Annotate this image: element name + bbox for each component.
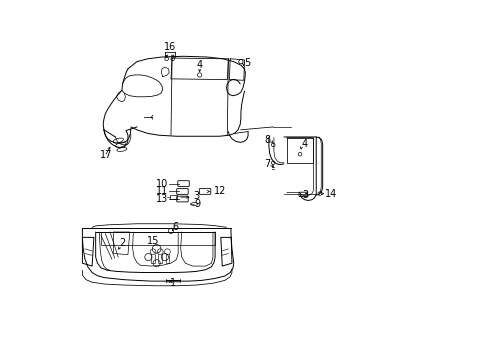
Text: 3: 3 xyxy=(193,191,199,201)
Text: 8: 8 xyxy=(264,135,270,145)
Text: 7: 7 xyxy=(264,159,270,169)
Text: 10: 10 xyxy=(156,179,168,189)
Text: 15: 15 xyxy=(147,236,159,246)
Text: 12: 12 xyxy=(214,186,226,197)
Text: 4: 4 xyxy=(196,59,203,69)
Text: 5: 5 xyxy=(244,58,250,68)
Text: 11: 11 xyxy=(156,186,168,197)
Text: 2: 2 xyxy=(120,238,126,248)
Text: 14: 14 xyxy=(325,189,337,199)
Text: 13: 13 xyxy=(156,194,168,204)
Text: 9: 9 xyxy=(194,199,200,209)
Text: 1: 1 xyxy=(169,278,176,288)
Text: 6: 6 xyxy=(172,222,178,231)
Text: 3: 3 xyxy=(301,190,307,201)
Text: 16: 16 xyxy=(164,42,176,52)
Text: 17: 17 xyxy=(100,150,112,160)
Text: 4: 4 xyxy=(301,139,307,149)
